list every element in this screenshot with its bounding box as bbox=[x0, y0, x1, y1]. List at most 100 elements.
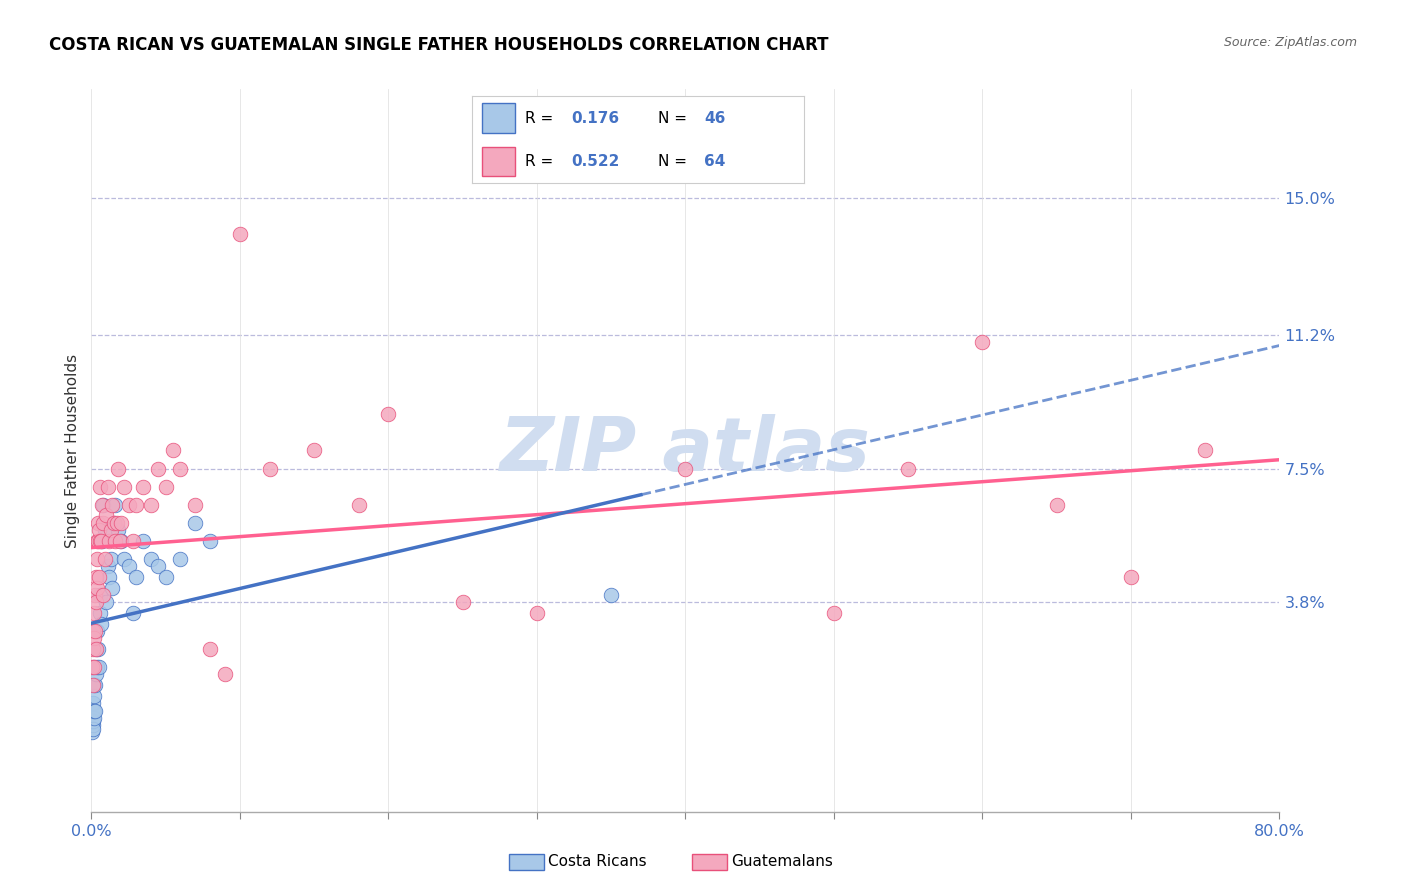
Point bbox=[94, 551, 117, 566]
Point bbox=[117, 559, 139, 574]
Point bbox=[148, 461, 170, 475]
Point bbox=[87, 523, 110, 537]
Point bbox=[148, 559, 170, 574]
Point bbox=[97, 559, 120, 574]
Point bbox=[82, 696, 104, 710]
Point bbox=[169, 461, 191, 475]
Point bbox=[600, 588, 623, 602]
Point bbox=[84, 642, 107, 657]
Point bbox=[82, 725, 104, 739]
Point bbox=[86, 581, 108, 595]
Point bbox=[82, 718, 104, 732]
Point bbox=[162, 443, 184, 458]
Point bbox=[83, 704, 105, 718]
Point bbox=[86, 551, 108, 566]
Point bbox=[451, 595, 474, 609]
Point bbox=[122, 533, 145, 548]
Point bbox=[184, 498, 207, 512]
Point bbox=[214, 667, 236, 681]
Point bbox=[1194, 443, 1216, 458]
Point bbox=[112, 480, 135, 494]
Point bbox=[259, 461, 281, 475]
Point bbox=[347, 498, 370, 512]
Point bbox=[107, 461, 129, 475]
Point bbox=[122, 606, 145, 620]
Point bbox=[125, 498, 148, 512]
Point bbox=[84, 667, 107, 681]
Point bbox=[87, 660, 110, 674]
Point bbox=[87, 516, 110, 530]
Point bbox=[377, 407, 399, 422]
Point bbox=[83, 632, 105, 646]
Point bbox=[112, 551, 135, 566]
Point bbox=[526, 606, 548, 620]
Point bbox=[87, 642, 110, 657]
Point bbox=[83, 678, 105, 692]
Point bbox=[84, 624, 107, 639]
Point bbox=[82, 642, 104, 657]
Point bbox=[104, 533, 127, 548]
Point bbox=[132, 533, 155, 548]
Point bbox=[101, 581, 124, 595]
Point bbox=[105, 516, 128, 530]
Point bbox=[83, 678, 105, 692]
Point bbox=[823, 606, 845, 620]
Point bbox=[86, 624, 108, 639]
Point bbox=[107, 523, 129, 537]
Point bbox=[103, 516, 125, 530]
Point bbox=[90, 533, 112, 548]
Point bbox=[86, 660, 108, 674]
Point bbox=[87, 570, 110, 584]
Point bbox=[82, 624, 104, 639]
Point bbox=[100, 523, 122, 537]
Point bbox=[86, 533, 108, 548]
Text: Source: ZipAtlas.com: Source: ZipAtlas.com bbox=[1223, 36, 1357, 49]
Point bbox=[90, 498, 112, 512]
Point bbox=[89, 480, 111, 494]
Point bbox=[84, 642, 107, 657]
Point bbox=[100, 551, 122, 566]
Text: Guatemalans: Guatemalans bbox=[731, 855, 832, 869]
Point bbox=[83, 689, 105, 703]
Point bbox=[83, 588, 105, 602]
Point bbox=[89, 533, 111, 548]
Point bbox=[98, 533, 121, 548]
Point bbox=[302, 443, 325, 458]
Point bbox=[86, 533, 108, 548]
Point bbox=[90, 616, 112, 631]
Point bbox=[673, 461, 696, 475]
Point bbox=[84, 704, 107, 718]
Point bbox=[82, 704, 104, 718]
Point bbox=[103, 516, 125, 530]
Point bbox=[82, 714, 104, 729]
Point bbox=[98, 570, 121, 584]
Point bbox=[104, 498, 127, 512]
Point bbox=[108, 533, 131, 548]
Point bbox=[897, 461, 920, 475]
Point bbox=[94, 523, 117, 537]
Point bbox=[101, 498, 124, 512]
Point bbox=[84, 570, 107, 584]
Point bbox=[110, 516, 132, 530]
Point bbox=[89, 588, 111, 602]
Point bbox=[169, 551, 191, 566]
Point bbox=[155, 480, 177, 494]
Point bbox=[83, 660, 105, 674]
Point bbox=[200, 533, 222, 548]
Point bbox=[117, 498, 139, 512]
Text: ZIP atlas: ZIP atlas bbox=[501, 414, 870, 487]
Point bbox=[200, 642, 222, 657]
Y-axis label: Single Father Households: Single Father Households bbox=[65, 353, 80, 548]
Text: COSTA RICAN VS GUATEMALAN SINGLE FATHER HOUSEHOLDS CORRELATION CHART: COSTA RICAN VS GUATEMALAN SINGLE FATHER … bbox=[49, 36, 828, 54]
Point bbox=[90, 533, 112, 548]
Point bbox=[97, 480, 120, 494]
Point bbox=[139, 551, 162, 566]
Point bbox=[1119, 570, 1142, 584]
Text: Costa Ricans: Costa Ricans bbox=[548, 855, 647, 869]
Point bbox=[110, 533, 132, 548]
Point bbox=[91, 588, 114, 602]
Point bbox=[1046, 498, 1069, 512]
Point bbox=[96, 508, 118, 523]
Point bbox=[184, 516, 207, 530]
Point bbox=[91, 498, 114, 512]
